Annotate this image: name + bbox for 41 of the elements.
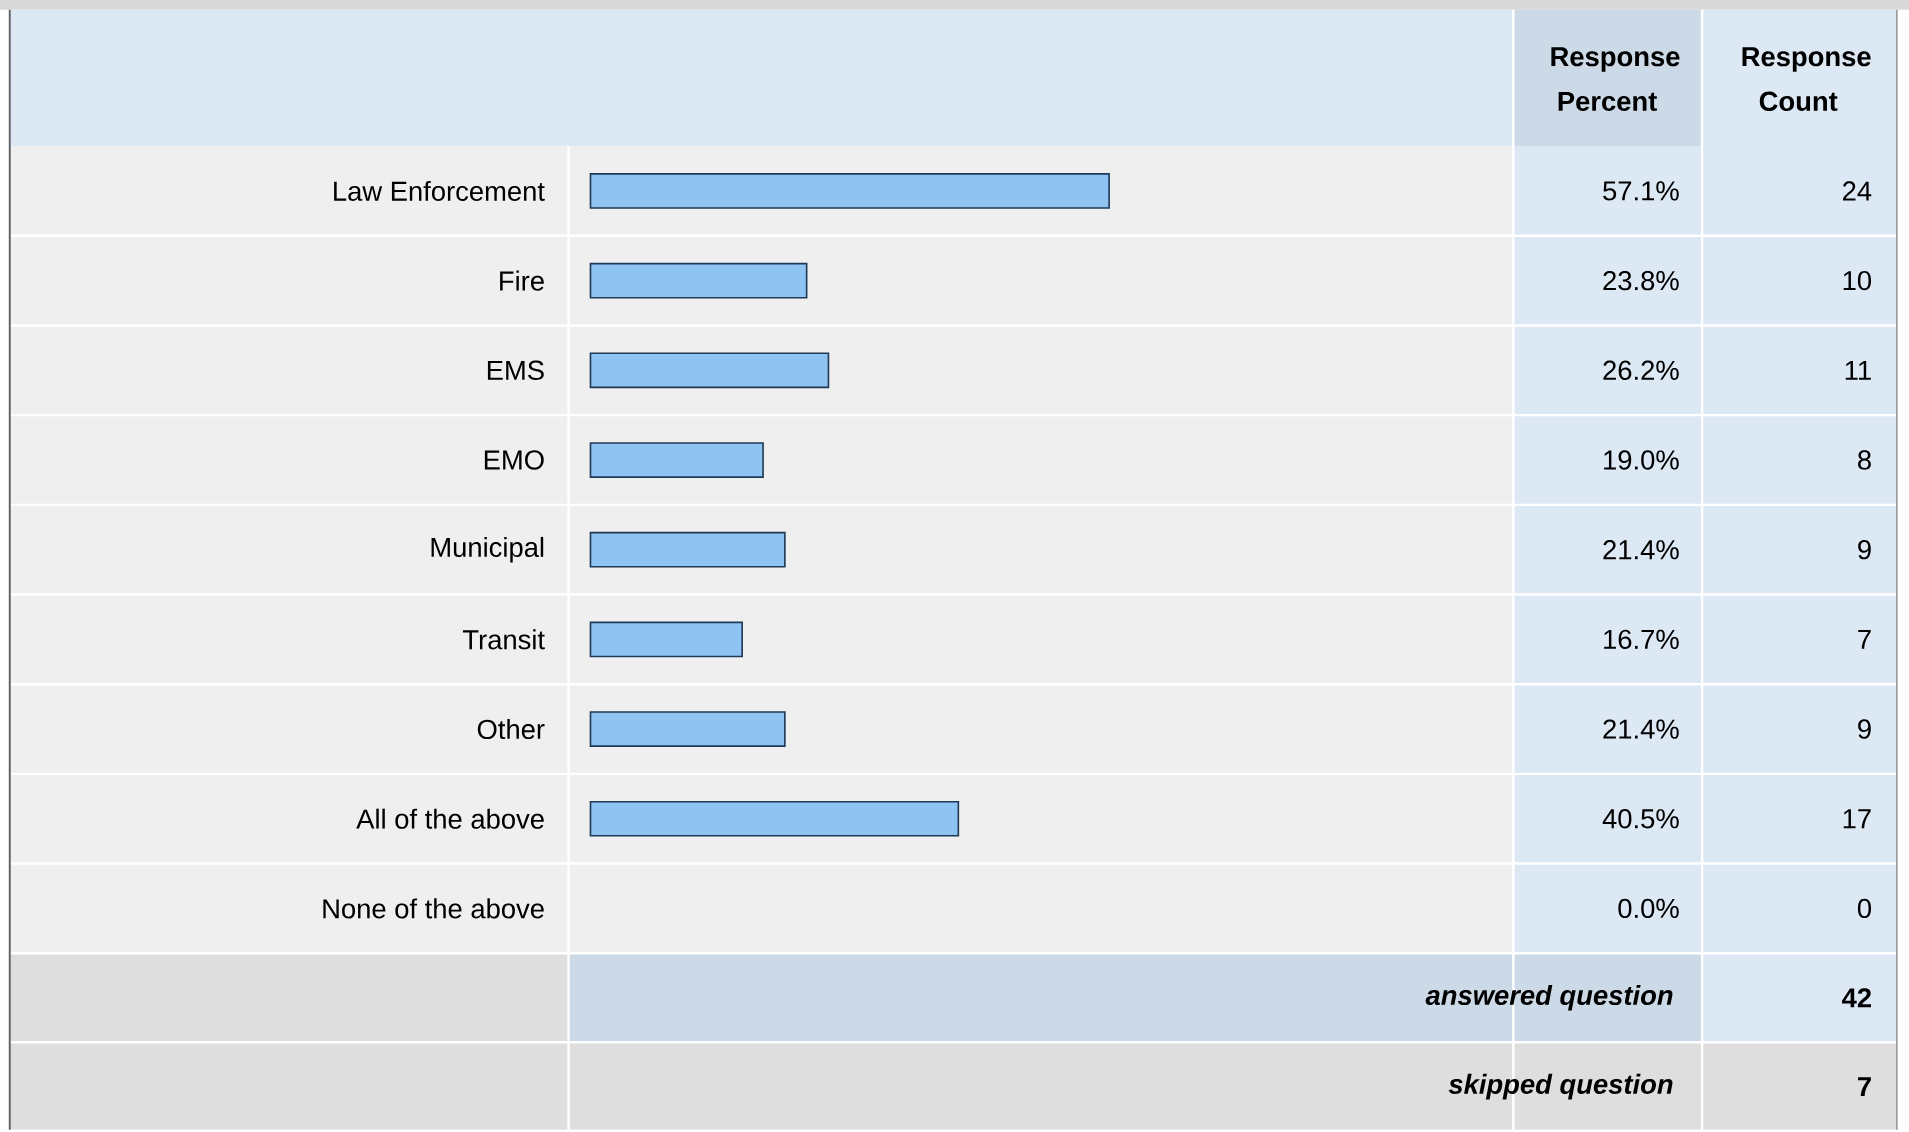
data-label: 26.2%: [1603, 360, 1679, 380]
text: 0: [1857, 898, 1872, 918]
text: Response Count: [1742, 47, 1871, 111]
text: 7: [1858, 1077, 1871, 1096]
data-label: 40.5%: [1602, 808, 1679, 829]
bar: [589, 442, 764, 478]
data-label: 19.0%: [1604, 450, 1679, 470]
data-label: 57.1%: [1603, 181, 1679, 201]
data-label: 21.4%: [1603, 719, 1679, 739]
bar: [589, 172, 1110, 209]
y-tick-label: EMO: [484, 450, 544, 470]
text: 9: [1858, 539, 1871, 560]
y-tick-label: Municipal: [431, 536, 544, 563]
data-label: 16.7%: [1604, 629, 1679, 649]
text: Response Percent: [1551, 47, 1680, 111]
text: 9: [1858, 719, 1871, 739]
bar: [589, 262, 808, 299]
bar: [589, 800, 960, 837]
bar: [589, 711, 786, 747]
y-tick-label: Law Enforcement: [334, 180, 545, 201]
y-tick-label: EMS: [487, 360, 544, 380]
text: 7: [1858, 629, 1871, 649]
y-tick-label: All of the above: [356, 808, 544, 829]
text: 11: [1845, 360, 1871, 380]
data-label: 23.8%: [1603, 270, 1679, 291]
text: 8: [1858, 450, 1871, 470]
bar: [589, 621, 743, 658]
y-tick-label: Other: [477, 718, 545, 739]
bar: [589, 352, 830, 389]
text: 42: [1842, 988, 1871, 1008]
data-label: 0.0%: [1618, 898, 1679, 918]
text: 24: [1842, 181, 1872, 201]
y-tick-label: Fire: [500, 270, 544, 291]
text: 10: [1843, 270, 1871, 291]
y-tick-label: None of the above: [323, 898, 544, 919]
text: answered question: [1425, 984, 1673, 1011]
text: skipped question: [1448, 1073, 1673, 1100]
data-label: 21.4%: [1603, 539, 1679, 560]
bar: [589, 531, 786, 568]
y-tick-label: Transit: [462, 629, 545, 650]
text: 17: [1843, 809, 1871, 829]
